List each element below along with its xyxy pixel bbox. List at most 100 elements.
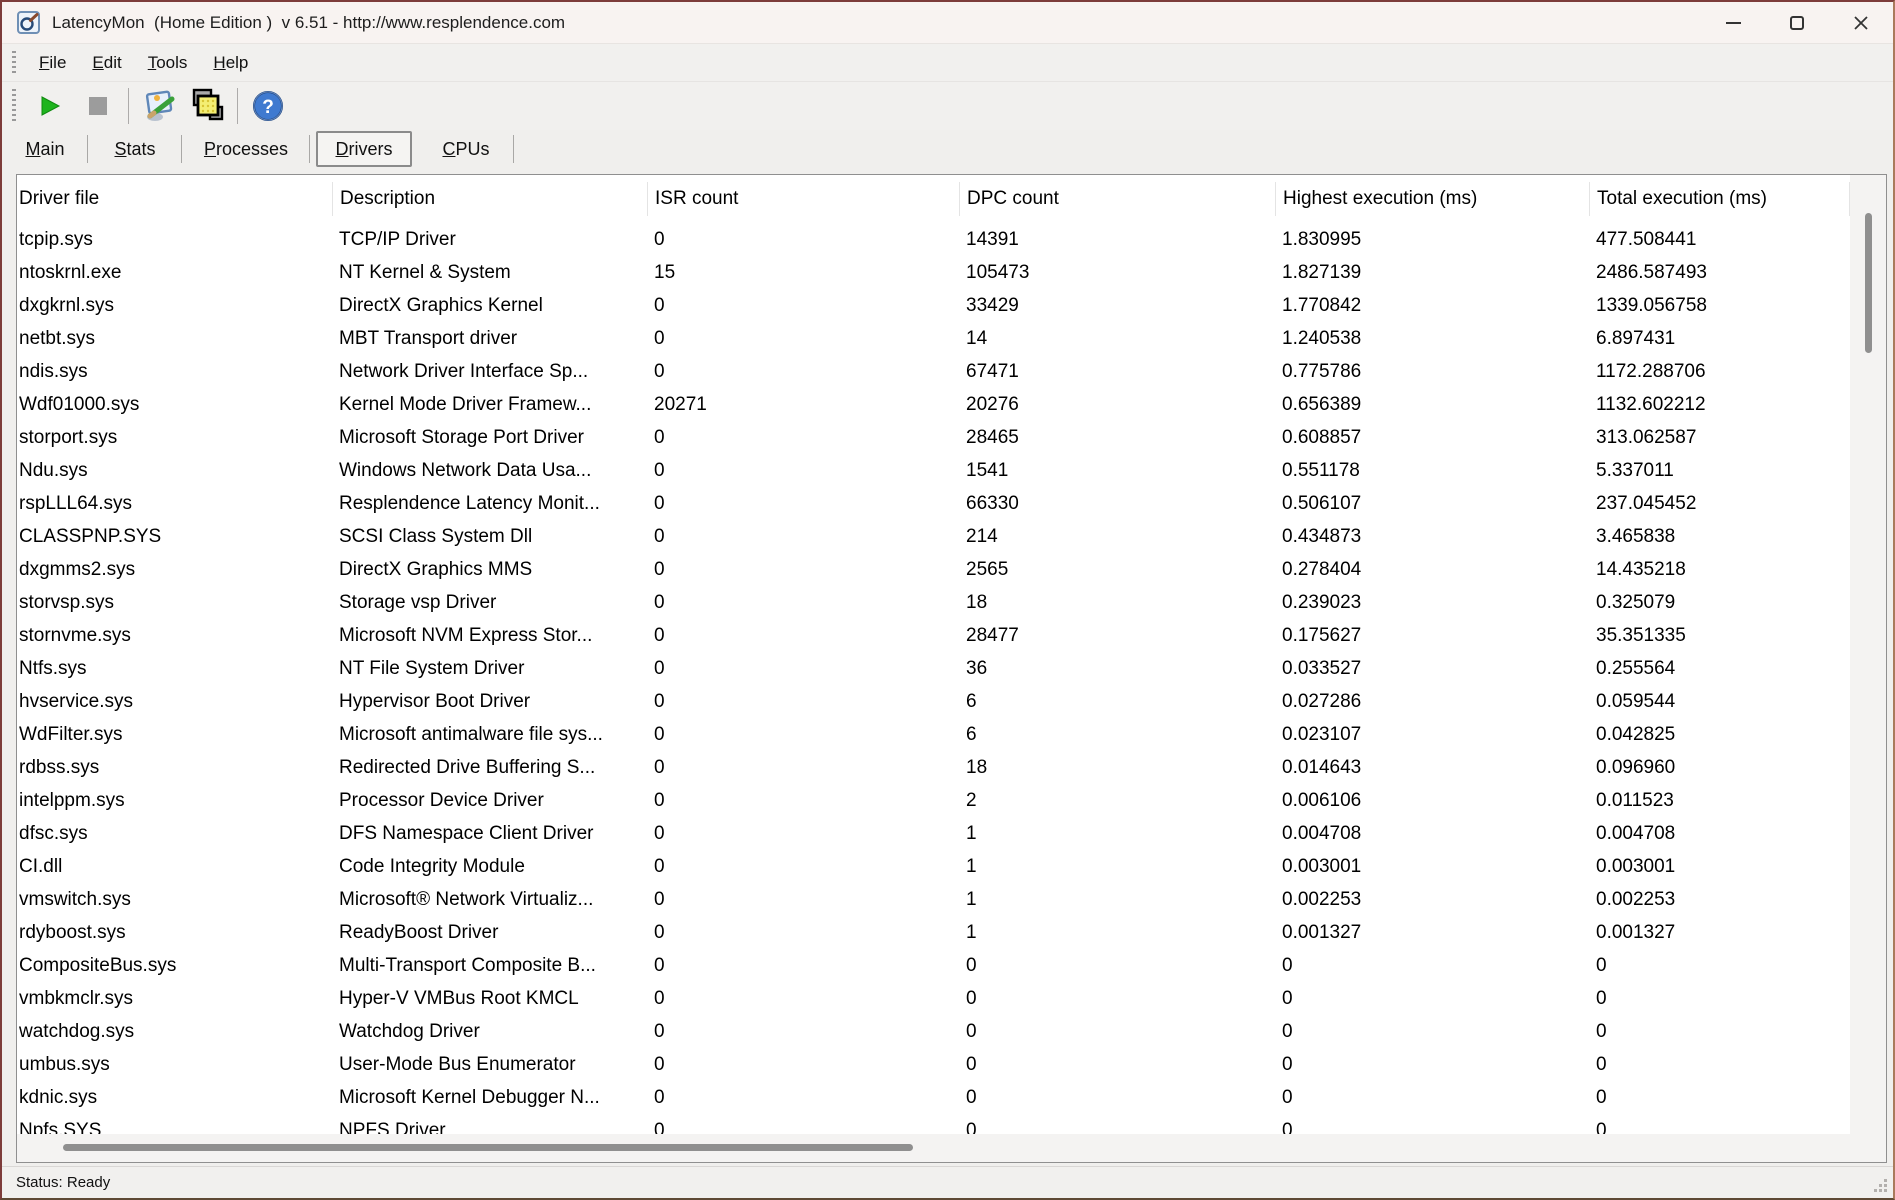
table-row[interactable]: kdnic.sys Microsoft Kernel Debugger N...… bbox=[17, 1081, 1850, 1114]
table-row[interactable]: Npfs.SYS NPFS Driver 0 0 0 0 bbox=[17, 1114, 1850, 1135]
isr-count-cell: 0 bbox=[654, 954, 665, 976]
menu-item-file[interactable]: File bbox=[26, 53, 79, 73]
table-row[interactable]: CompositeBus.sys Multi-Transport Composi… bbox=[17, 949, 1850, 982]
column-header-highest-execution[interactable]: Highest execution (ms) bbox=[1275, 182, 1589, 216]
tab-main[interactable]: Main bbox=[2, 132, 88, 166]
help-button[interactable]: ? bbox=[244, 85, 292, 127]
table-row[interactable]: Ntfs.sys NT File System Driver 0 36 0.03… bbox=[17, 652, 1850, 685]
menubar-grip[interactable] bbox=[12, 51, 16, 74]
menu-edit-accel: E bbox=[92, 52, 104, 72]
table-row[interactable]: watchdog.sys Watchdog Driver 0 0 0 0 bbox=[17, 1015, 1850, 1048]
driver-file-cell: ntoskrnl.exe bbox=[19, 261, 122, 283]
total-execution-cell: 0 bbox=[1596, 987, 1607, 1009]
dpc-count-cell: 0 bbox=[966, 987, 977, 1009]
help-icon: ? bbox=[253, 91, 283, 121]
total-execution-cell: 14.435218 bbox=[1596, 558, 1686, 580]
table-row[interactable]: ntoskrnl.exe NT Kernel & System 15 10547… bbox=[17, 256, 1850, 289]
options-button[interactable] bbox=[135, 85, 183, 127]
description-cell: DirectX Graphics Kernel bbox=[339, 294, 543, 316]
menu-item-edit[interactable]: Edit bbox=[79, 53, 134, 73]
tab-cpus-rest: PUs bbox=[455, 139, 490, 159]
options-tools-icon bbox=[145, 90, 175, 121]
isr-count-cell: 0 bbox=[654, 327, 665, 349]
dpc-count-cell: 6 bbox=[966, 723, 977, 745]
description-cell: Microsoft antimalware file sys... bbox=[339, 723, 603, 745]
close-button[interactable] bbox=[1829, 2, 1893, 43]
dpc-count-cell: 2565 bbox=[966, 558, 1009, 580]
dpc-count-cell: 14391 bbox=[966, 228, 1019, 250]
dpc-count-cell: 2 bbox=[966, 789, 977, 811]
column-header-isr-count[interactable]: ISR count bbox=[647, 182, 959, 216]
dpc-count-cell: 36 bbox=[966, 657, 988, 679]
table-row[interactable]: rdbss.sys Redirected Drive Buffering S..… bbox=[17, 751, 1850, 784]
column-header-dpc-count[interactable]: DPC count bbox=[959, 182, 1275, 216]
table-row[interactable]: Wdf01000.sys Kernel Mode Driver Framew..… bbox=[17, 388, 1850, 421]
resize-grip[interactable] bbox=[1872, 1177, 1888, 1193]
tab-processes[interactable]: Processes bbox=[182, 132, 310, 166]
table-row[interactable]: storport.sys Microsoft Storage Port Driv… bbox=[17, 421, 1850, 454]
tab-cpus[interactable]: CPUs bbox=[418, 132, 514, 166]
dpc-count-cell: 0 bbox=[966, 1053, 977, 1075]
toolbar: ? bbox=[2, 82, 1893, 130]
highest-execution-cell: 0.006106 bbox=[1282, 789, 1362, 811]
vertical-scrollbar[interactable] bbox=[1850, 175, 1886, 1134]
table-row[interactable]: umbus.sys User-Mode Bus Enumerator 0 0 0… bbox=[17, 1048, 1850, 1081]
column-header-driver-file[interactable]: Driver file bbox=[19, 188, 100, 209]
description-cell: Redirected Drive Buffering S... bbox=[339, 756, 596, 778]
table-row[interactable]: intelppm.sys Processor Device Driver 0 2… bbox=[17, 784, 1850, 817]
svg-text:?: ? bbox=[262, 97, 274, 118]
tab-drivers[interactable]: Drivers bbox=[316, 131, 412, 167]
table-row[interactable]: WdFilter.sys Microsoft antimalware file … bbox=[17, 718, 1850, 751]
table-row[interactable]: tcpip.sys TCP/IP Driver 0 14391 1.830995… bbox=[17, 223, 1850, 256]
start-monitor-button[interactable] bbox=[26, 85, 74, 127]
dpc-count-cell: 66330 bbox=[966, 492, 1019, 514]
total-execution-cell: 5.337011 bbox=[1596, 459, 1674, 481]
menu-tools-rest: ools bbox=[156, 52, 188, 72]
total-execution-cell: 0.042825 bbox=[1596, 723, 1676, 745]
table-row[interactable]: ndis.sys Network Driver Interface Sp... … bbox=[17, 355, 1850, 388]
table-row[interactable]: dxgmms2.sys DirectX Graphics MMS 0 2565 … bbox=[17, 553, 1850, 586]
titlebar[interactable]: LatencyMon (Home Edition ) v 6.51 - http… bbox=[2, 2, 1893, 44]
dpc-count-cell: 28465 bbox=[966, 426, 1019, 448]
tab-stats[interactable]: Stats bbox=[88, 132, 182, 166]
vertical-scrollbar-thumb[interactable] bbox=[1865, 213, 1872, 353]
table-row[interactable]: CLASSPNP.SYS SCSI Class System Dll 0 214… bbox=[17, 520, 1850, 553]
horizontal-scrollbar-thumb[interactable] bbox=[63, 1144, 913, 1151]
table-row[interactable]: Ndu.sys Windows Network Data Usa... 0 15… bbox=[17, 454, 1850, 487]
table-row[interactable]: CI.dll Code Integrity Module 0 1 0.00300… bbox=[17, 850, 1850, 883]
minimize-button[interactable] bbox=[1701, 2, 1765, 43]
description-cell: NT File System Driver bbox=[339, 657, 525, 679]
menu-item-tools[interactable]: Tools bbox=[135, 53, 201, 73]
total-execution-cell: 477.508441 bbox=[1596, 228, 1697, 250]
table-row[interactable]: vmbkmclr.sys Hyper-V VMBus Root KMCL 0 0… bbox=[17, 982, 1850, 1015]
total-execution-cell: 0.255564 bbox=[1596, 657, 1676, 679]
menu-item-help[interactable]: Help bbox=[200, 53, 261, 73]
column-header-total-execution[interactable]: Total execution (ms) bbox=[1589, 182, 1850, 216]
driver-file-cell: stornvme.sys bbox=[19, 624, 131, 646]
table-row[interactable]: netbt.sys MBT Transport driver 0 14 1.24… bbox=[17, 322, 1850, 355]
table-row[interactable]: vmswitch.sys Microsoft® Network Virtuali… bbox=[17, 883, 1850, 916]
stop-monitor-button[interactable] bbox=[74, 85, 122, 127]
isr-count-cell: 0 bbox=[654, 987, 665, 1009]
total-execution-cell: 313.062587 bbox=[1596, 426, 1697, 448]
total-execution-cell: 0.325079 bbox=[1596, 591, 1676, 613]
description-cell: ReadyBoost Driver bbox=[339, 921, 499, 943]
highest-execution-cell: 0.175627 bbox=[1282, 624, 1362, 646]
column-header-description[interactable]: Description bbox=[332, 182, 647, 216]
maximize-button[interactable] bbox=[1765, 2, 1829, 43]
table-row[interactable]: storvsp.sys Storage vsp Driver 0 18 0.23… bbox=[17, 586, 1850, 619]
table-row[interactable]: hvservice.sys Hypervisor Boot Driver 0 6… bbox=[17, 685, 1850, 718]
isr-count-cell: 0 bbox=[654, 426, 665, 448]
horizontal-scrollbar[interactable] bbox=[17, 1134, 1850, 1162]
table-row[interactable]: rdyboost.sys ReadyBoost Driver 0 1 0.001… bbox=[17, 916, 1850, 949]
dpc-count-cell: 1 bbox=[966, 888, 977, 910]
highest-execution-cell: 0.239023 bbox=[1282, 591, 1362, 613]
table-row[interactable]: stornvme.sys Microsoft NVM Express Stor.… bbox=[17, 619, 1850, 652]
report-button[interactable] bbox=[183, 85, 231, 127]
table-row[interactable]: rspLLL64.sys Resplendence Latency Monit.… bbox=[17, 487, 1850, 520]
toolbar-grip[interactable] bbox=[12, 89, 16, 123]
driver-file-cell: tcpip.sys bbox=[19, 228, 93, 250]
table-row[interactable]: dxgkrnl.sys DirectX Graphics Kernel 0 33… bbox=[17, 289, 1850, 322]
driver-file-cell: rspLLL64.sys bbox=[19, 492, 133, 514]
table-row[interactable]: dfsc.sys DFS Namespace Client Driver 0 1… bbox=[17, 817, 1850, 850]
